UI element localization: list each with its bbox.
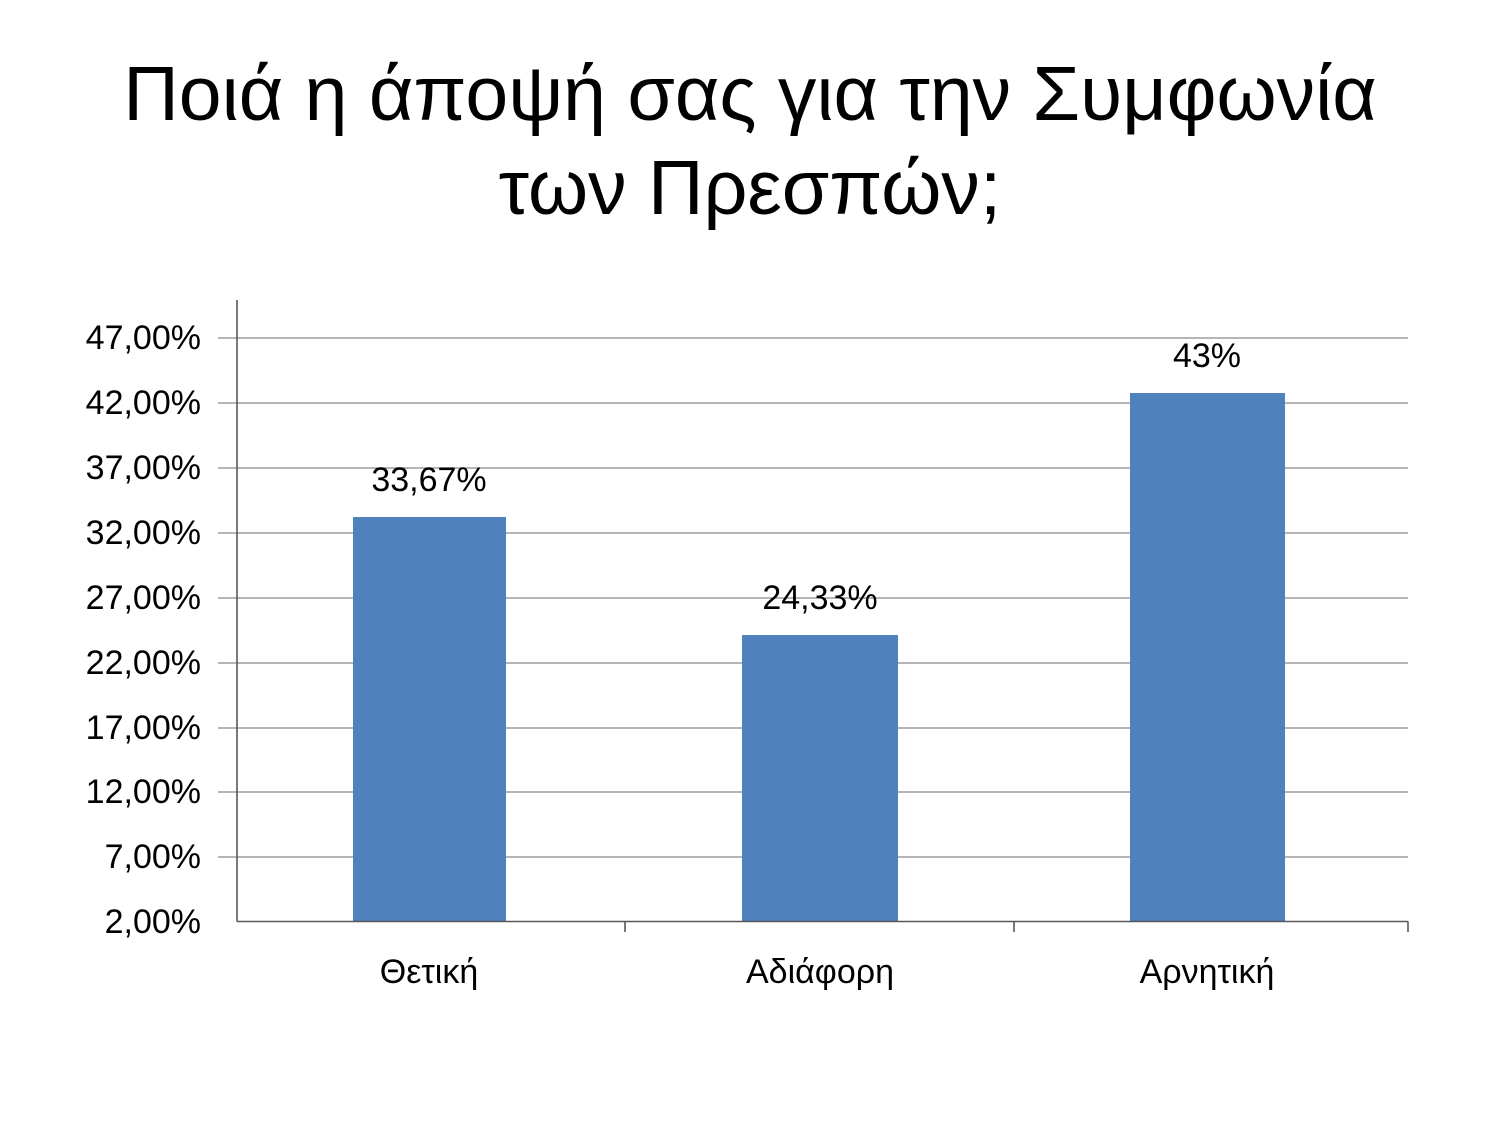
svg-text:43%: 43% [1173,337,1241,375]
svg-text:42,00%: 42,00% [86,384,201,422]
svg-text:Θετική: Θετική [380,953,479,991]
svg-text:22,00%: 22,00% [86,644,201,682]
svg-text:2,00%: 2,00% [105,903,201,941]
svg-text:32,00%: 32,00% [86,514,201,552]
svg-text:7,00%: 7,00% [105,838,201,876]
svg-text:47,00%: 47,00% [86,319,201,357]
svg-text:12,00%: 12,00% [86,773,201,811]
svg-text:17,00%: 17,00% [86,709,201,747]
svg-text:37,00%: 37,00% [86,449,201,487]
svg-text:24,33%: 24,33% [762,579,877,617]
svg-text:27,00%: 27,00% [86,579,201,617]
svg-text:Αδιάφορη: Αδιάφορη [746,953,894,991]
svg-text:33,67%: 33,67% [371,461,486,499]
svg-text:Αρνητική: Αρνητική [1140,953,1275,991]
